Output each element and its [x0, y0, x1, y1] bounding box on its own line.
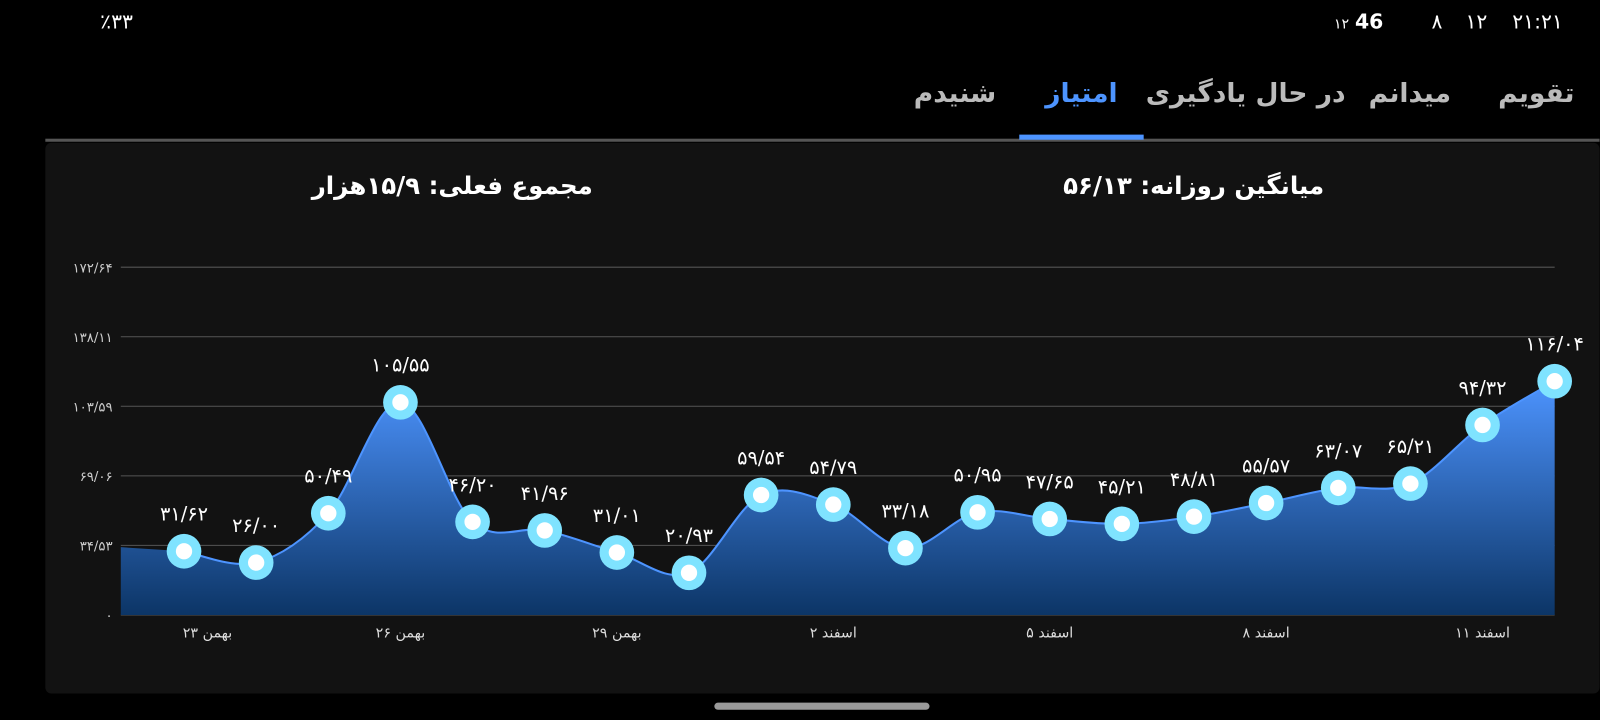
point-center	[320, 505, 337, 522]
x-tick-label: ۲۹ بهمن	[592, 625, 642, 641]
value-label: ۴۷/۶۵	[1026, 470, 1074, 493]
daily-average: میانگین روزانه: ۵۶/۱۳	[1063, 171, 1324, 200]
value-label: ۶۵/۲۱	[1386, 435, 1434, 458]
value-label: ۲۰/۹۳	[665, 524, 713, 547]
value-label: ۴۵/۲۱	[1098, 475, 1146, 498]
value-label: ۵۵/۵۷	[1242, 454, 1290, 477]
status-item: 46	[1355, 10, 1383, 34]
y-tick-label: ۰	[106, 609, 113, 624]
point-center	[1546, 373, 1563, 390]
area	[120, 381, 1555, 615]
point-center	[969, 504, 986, 521]
point-center	[392, 394, 409, 411]
point-center	[752, 486, 770, 504]
tab[interactable]: شنیدم	[914, 78, 996, 109]
value-label: ۵۰/۹۵	[953, 464, 1001, 487]
value-label: ۵۴/۷۹	[809, 456, 857, 479]
value-label: ۵۹/۵۴	[737, 446, 785, 469]
x-tick-label: ۵ اسفند	[1026, 625, 1073, 641]
y-tick-label: ۱۳۸/۱۱	[73, 331, 113, 346]
status-battery: ٪۳۳	[100, 10, 133, 34]
value-label: ۴۶/۲۰	[449, 473, 497, 496]
point-center	[1041, 510, 1058, 528]
point-center	[825, 496, 842, 513]
point-center	[1257, 494, 1275, 512]
tab[interactable]: در حال یادگیری	[1146, 77, 1346, 109]
point-center	[175, 543, 193, 560]
tab-divider	[45, 138, 1600, 142]
x-tick-label: ۲۳ بهمن	[183, 625, 233, 641]
x-tick-label: ۱۱ اسفند	[1455, 625, 1510, 641]
y-tick-label: ۶۹/۰۶	[80, 470, 113, 485]
status-item: ۱۲	[1334, 17, 1350, 33]
value-label: ۱۱۶/۰۴	[1525, 333, 1584, 356]
point-center	[680, 564, 698, 581]
value-label: ۲۶/۰۰	[232, 514, 280, 537]
tab-indicator	[1019, 134, 1144, 140]
x-tick-label: ۸ اسفند	[1243, 625, 1290, 641]
tab[interactable]: میدانم	[1369, 78, 1451, 109]
status-item: ۸	[1432, 10, 1443, 34]
value-label: ۱۰۵/۵۵	[371, 354, 430, 377]
point-center	[536, 522, 553, 539]
tab[interactable]: تقویم	[1498, 78, 1574, 109]
current-total: مجموع فعلی: ۱۵/۹هزار	[310, 171, 593, 200]
point-center	[608, 544, 626, 561]
point-center	[1113, 515, 1130, 533]
point-center	[897, 539, 914, 557]
value-label: ۳۱/۰۱	[593, 504, 641, 527]
y-tick-label: ۱۰۳/۵۹	[73, 400, 113, 415]
value-label: ۶۳/۰۷	[1314, 439, 1362, 462]
point-center	[248, 554, 265, 571]
x-tick-label: ۲ اسفند	[810, 625, 857, 641]
status-time: ۲۱:۲۱	[1512, 10, 1563, 34]
point-center	[1402, 475, 1419, 492]
y-tick-label: ۳۴/۵۳	[80, 540, 113, 555]
y-tick-label: ۱۷۲/۶۴	[73, 261, 113, 276]
status-item: ۱۲	[1465, 10, 1487, 34]
value-label: ۹۴/۳۲	[1458, 376, 1506, 399]
value-label: ۴۱/۹۶	[521, 482, 569, 505]
point-center	[1474, 416, 1491, 434]
value-label: ۴۸/۸۱	[1170, 468, 1218, 491]
value-label: ۳۱/۶۲	[160, 503, 208, 526]
point-center	[1185, 508, 1203, 525]
value-label: ۳۳/۱۸	[881, 500, 929, 523]
value-label: ۵۰/۴۹	[304, 465, 352, 488]
tab[interactable]: امتیاز	[1043, 78, 1117, 109]
point-center	[464, 513, 481, 531]
x-tick-label: ۲۶ بهمن	[376, 625, 426, 641]
point-center	[1330, 479, 1347, 497]
home-indicator	[714, 702, 930, 710]
